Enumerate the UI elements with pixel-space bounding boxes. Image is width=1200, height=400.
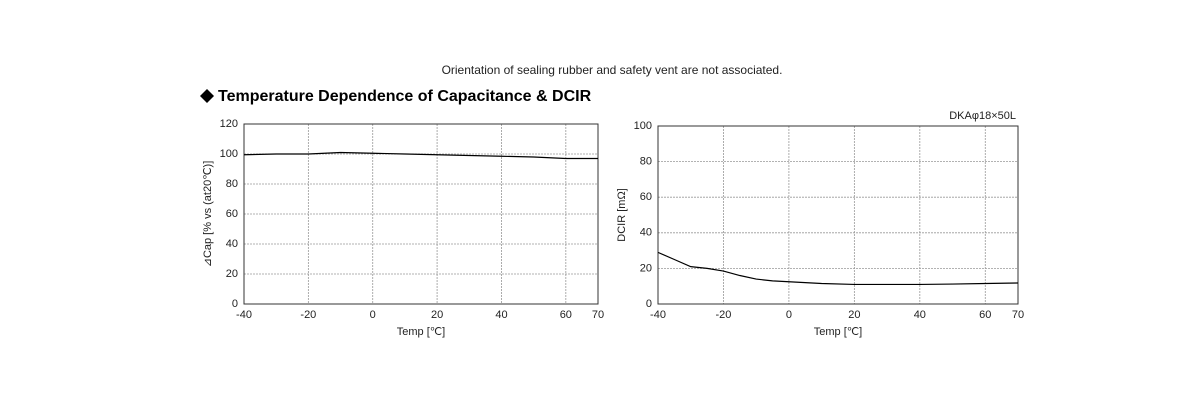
x-tick-label: 70 (592, 309, 604, 321)
data-line (243, 151, 598, 160)
x-tick-label: 40 (914, 309, 926, 321)
y-tick-label: 60 (226, 208, 238, 220)
x-tick-label: 60 (560, 309, 572, 321)
x-tick-label: 0 (370, 309, 376, 321)
y-tick-label: 40 (640, 227, 652, 239)
x-tick-label: 70 (1012, 309, 1024, 321)
y-tick-label: 0 (232, 298, 238, 310)
y-tick-label: 80 (640, 156, 652, 168)
x-tick-label: -40 (650, 309, 666, 321)
diamond-icon (200, 89, 214, 103)
x-tick-label: 20 (431, 309, 443, 321)
y-tick-label: 0 (646, 298, 652, 310)
x-tick-label: 20 (848, 309, 860, 321)
x-tick-label: 40 (495, 309, 507, 321)
y-tick-label: 100 (220, 148, 238, 160)
y-tick-label: 20 (640, 262, 652, 274)
y-axis-label: DCIR [mΩ] (616, 188, 628, 241)
y-tick-label: 60 (640, 191, 652, 203)
x-tick-label: 0 (786, 309, 792, 321)
plot-frame (657, 125, 1019, 305)
y-axis-label: ⊿Cap [% vs (at20℃)] (202, 161, 214, 268)
y-tick-label: 100 (634, 120, 652, 132)
plot-frame (243, 123, 599, 305)
data-line (657, 251, 1019, 286)
section-title: Temperature Dependence of Capacitance & … (218, 88, 592, 105)
y-tick-label: 120 (220, 118, 238, 130)
x-axis-label: Temp [℃] (397, 326, 445, 338)
annotation: DKAφ18×50L (949, 110, 1016, 122)
x-tick-label: -20 (716, 309, 732, 321)
x-tick-label: -40 (236, 309, 252, 321)
y-tick-label: 40 (226, 238, 238, 250)
note: Orientation of sealing rubber and safety… (442, 63, 783, 77)
y-tick-label: 20 (226, 268, 238, 280)
x-tick-label: 60 (979, 309, 991, 321)
x-tick-label: -20 (300, 309, 316, 321)
x-axis-label: Temp [℃] (814, 326, 862, 338)
y-tick-label: 80 (226, 178, 238, 190)
